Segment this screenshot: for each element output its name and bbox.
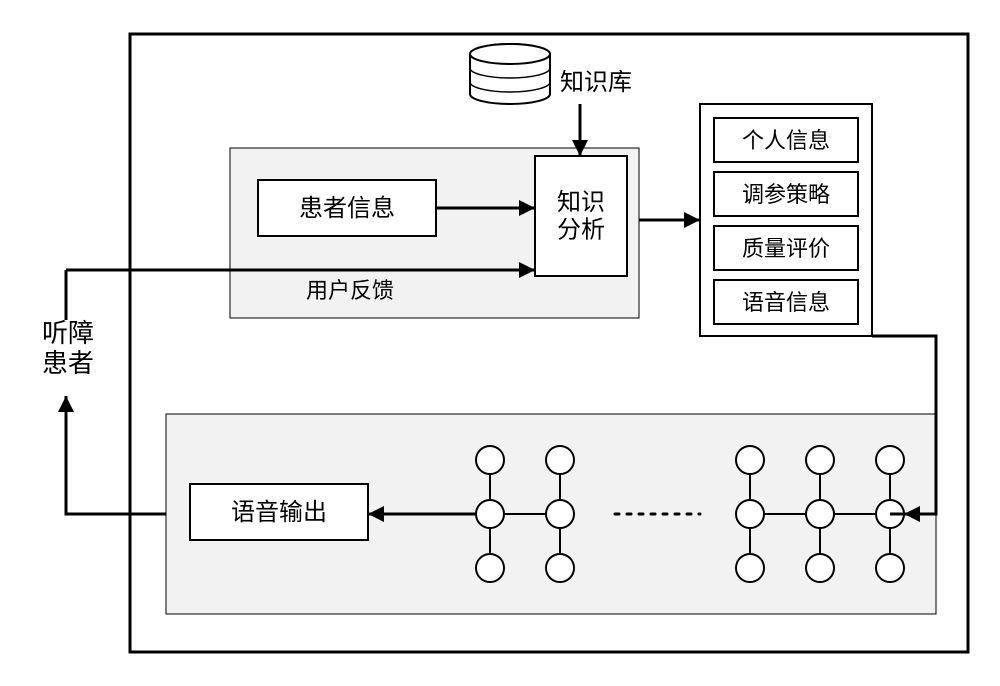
nn-node (476, 554, 504, 582)
actor-label: 听障患者 (42, 319, 94, 378)
personal-info-label: 个人信息 (742, 128, 830, 153)
nn-node (806, 500, 834, 528)
nn-node (736, 500, 764, 528)
nn-node (736, 554, 764, 582)
patient-info-label: 患者信息 (299, 195, 395, 222)
nn-node (546, 500, 574, 528)
knowledge-analysis-box (535, 156, 627, 276)
arrow-voice-to-actor (66, 396, 166, 514)
nn-node (476, 500, 504, 528)
nn-node (546, 446, 574, 474)
quality-eval-label: 质量评价 (742, 236, 830, 261)
knowledge-base-label: 知识库 (560, 69, 632, 96)
nn-node (736, 446, 764, 474)
nn-node (806, 446, 834, 474)
voice-output-label: 语音输出 (231, 499, 327, 526)
nn-node (876, 554, 904, 582)
tuning-strategy-label: 调参策略 (742, 182, 830, 207)
nn-node (876, 446, 904, 474)
nn-node (546, 554, 574, 582)
user-feedback-label: 用户反馈 (306, 278, 394, 303)
nn-node (806, 554, 834, 582)
nn-node (476, 446, 504, 474)
voice-info-label: 语音信息 (742, 290, 830, 315)
